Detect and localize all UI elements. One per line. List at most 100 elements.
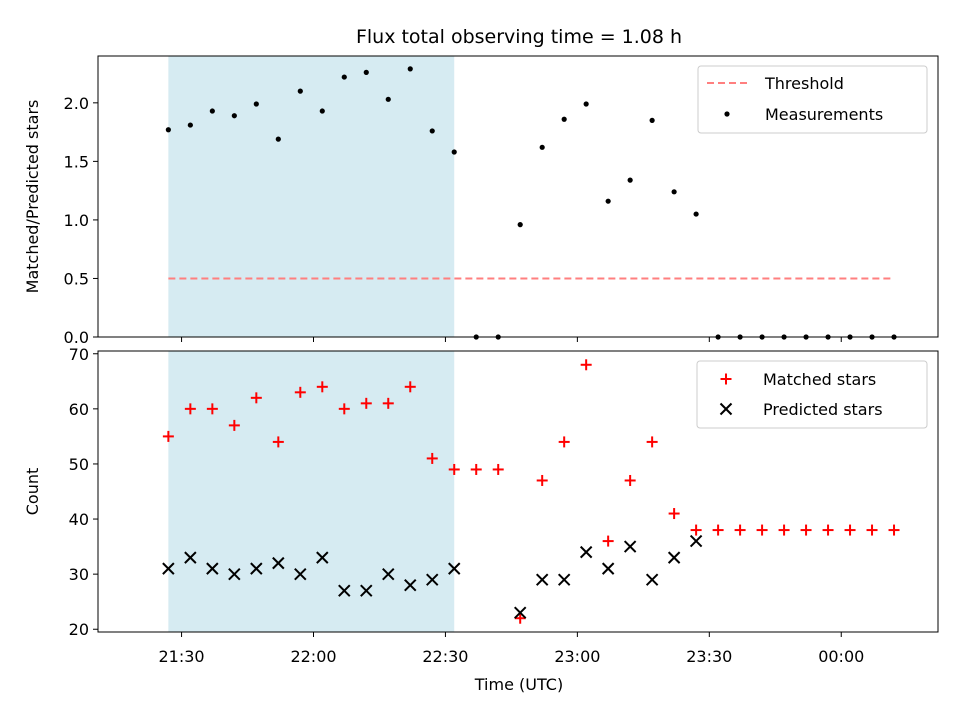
bottom-y-axis-label: Count xyxy=(23,468,42,516)
measurement-point xyxy=(539,144,545,150)
matched-point xyxy=(360,397,372,409)
y-tick-label: 40 xyxy=(69,510,89,529)
measurement-point xyxy=(561,116,567,122)
measurement-point xyxy=(429,128,435,134)
x-tick-label: 22:30 xyxy=(422,647,468,666)
matched-point xyxy=(602,535,614,547)
matched-point xyxy=(250,392,262,404)
matched-point xyxy=(294,386,306,398)
measurement-point xyxy=(253,101,259,107)
top-x-ticks xyxy=(181,337,842,342)
measurement-point xyxy=(583,101,589,107)
matched-point xyxy=(338,403,350,415)
matched-point xyxy=(448,463,460,475)
matched-point xyxy=(668,508,680,520)
y-tick-label: 1.5 xyxy=(64,152,89,171)
x-tick-label: 23:00 xyxy=(554,647,600,666)
predicted-point xyxy=(448,562,461,575)
measurement-point xyxy=(187,122,193,128)
y-tick-label: 0.0 xyxy=(64,328,89,347)
matched-point xyxy=(822,524,834,536)
measurement-point xyxy=(319,108,325,114)
predicted-point xyxy=(513,606,527,619)
matched-point xyxy=(228,419,240,431)
measurement-point xyxy=(341,74,347,80)
predicted-legend-label: Predicted stars xyxy=(763,400,883,419)
top-legend: Threshold Measurements xyxy=(697,65,928,134)
predicted-point xyxy=(623,540,637,553)
matched-point xyxy=(712,524,724,536)
predicted-point xyxy=(294,567,307,581)
measurements-legend-swatch xyxy=(724,111,730,117)
top-legend-box xyxy=(697,65,928,134)
bottom-panel: 20 30 40 50 60 70 21:30 22:00 22:30 23:00 23:30 00… xyxy=(23,345,939,694)
predicted-point xyxy=(228,567,241,581)
matched-legend-swatch xyxy=(720,373,732,385)
x-tick-label: 21:30 xyxy=(159,647,205,666)
x-axis-label: Time (UTC) xyxy=(474,675,563,694)
matched-point xyxy=(514,612,526,624)
matched-point xyxy=(800,524,812,536)
predicted-point xyxy=(535,573,549,586)
measurement-point xyxy=(605,198,611,204)
matched-legend-marker xyxy=(720,373,732,385)
matched-point xyxy=(206,403,218,415)
measurement-point xyxy=(407,66,413,72)
bottom-y-ticks: 20 30 40 50 60 70 xyxy=(69,345,98,639)
matched-point xyxy=(404,381,416,393)
x-tick-label: 23:30 xyxy=(686,647,732,666)
matched-point xyxy=(624,474,636,486)
measurement-point xyxy=(165,127,171,133)
matched-point xyxy=(844,524,856,536)
predicted-point xyxy=(667,551,681,564)
measurement-point xyxy=(297,88,303,94)
x-tick-label: 00:00 xyxy=(818,647,864,666)
x-tick-label: 22:00 xyxy=(290,647,336,666)
matched-point xyxy=(184,403,196,415)
bottom-legend: Matched stars Predicted stars xyxy=(696,360,928,429)
matched-point xyxy=(382,397,394,409)
predicted-legend-marker xyxy=(719,402,733,416)
measurement-point xyxy=(275,136,281,142)
bottom-plot-frame xyxy=(97,350,939,633)
predicted-point xyxy=(206,562,219,575)
measurements-legend-label: Measurements xyxy=(765,105,883,124)
matched-point xyxy=(888,524,900,536)
y-tick-label: 1.0 xyxy=(64,211,89,230)
y-tick-label: 2.0 xyxy=(64,94,89,113)
predicted-point xyxy=(579,545,593,559)
measurement-point xyxy=(385,96,391,102)
matched-legend-label: Matched stars xyxy=(763,370,876,389)
measurement-point xyxy=(231,113,237,119)
y-tick-label: 0.5 xyxy=(64,269,89,288)
matched-point xyxy=(734,524,746,536)
predicted-point xyxy=(272,556,285,570)
predicted-point xyxy=(338,584,351,597)
measurement-point xyxy=(209,108,215,114)
top-plot-frame xyxy=(97,55,939,338)
predicted-point xyxy=(184,551,197,564)
predicted-point xyxy=(382,567,395,581)
predicted-legend-swatch xyxy=(719,402,733,416)
top-highlight-span xyxy=(168,56,455,337)
y-tick-label: 60 xyxy=(69,400,89,419)
measurement-point xyxy=(451,149,457,155)
predicted-point xyxy=(601,562,615,575)
matched-point xyxy=(162,430,174,442)
matched-point xyxy=(778,524,790,536)
threshold-legend-label: Threshold xyxy=(764,74,844,93)
predicted-point xyxy=(316,551,329,564)
matched-point xyxy=(426,452,438,464)
predicted-point xyxy=(404,578,417,592)
predicted-point xyxy=(689,534,703,548)
matched-point xyxy=(690,524,702,536)
predicted-point xyxy=(360,584,373,597)
bottom-highlight-span xyxy=(168,351,455,632)
measurement-point xyxy=(363,69,369,75)
predicted-point xyxy=(162,562,175,575)
matched-point xyxy=(756,524,768,536)
matched-point xyxy=(316,381,328,393)
y-tick-label: 30 xyxy=(69,565,89,584)
y-tick-label: 70 xyxy=(69,345,89,364)
predicted-point xyxy=(426,573,439,586)
